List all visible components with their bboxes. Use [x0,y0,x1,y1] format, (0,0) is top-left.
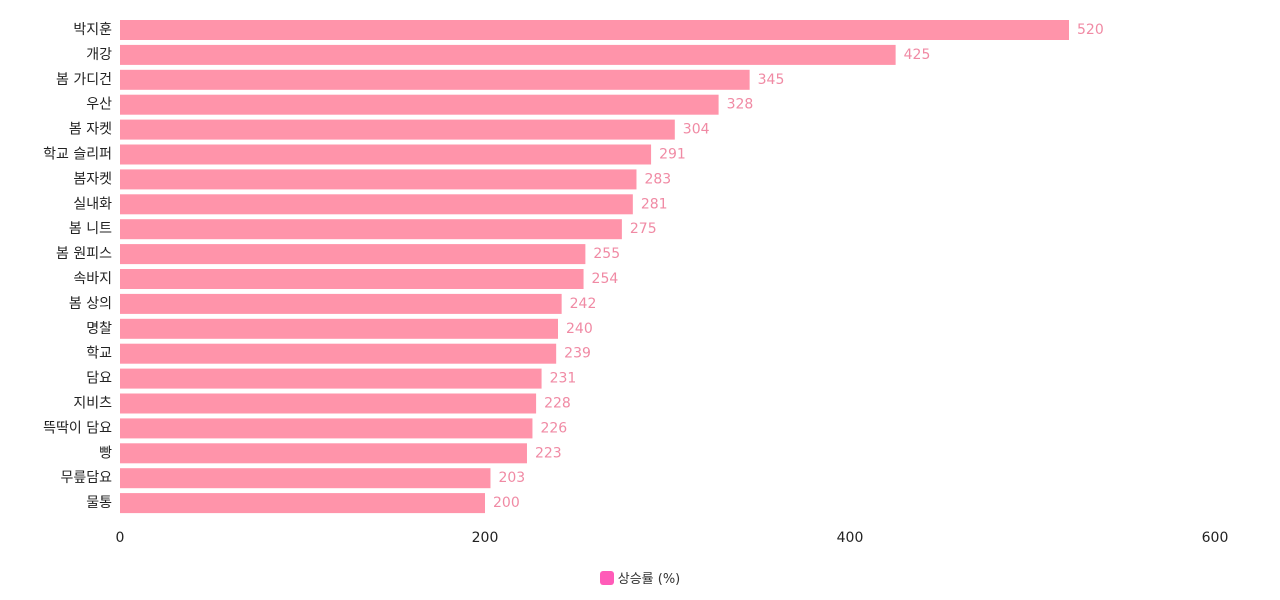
category-label: 실내화 [73,196,112,212]
category-label: 박지훈 [73,22,112,38]
bar[interactable] [120,343,557,364]
bar[interactable] [120,144,652,165]
value-label: 240 [566,321,593,337]
category-label: 물통 [86,495,112,511]
legend-swatch [599,570,614,585]
category-label: 봄 니트 [69,221,112,237]
category-label: 봄 상의 [69,296,112,312]
bar[interactable] [120,443,527,464]
category-label: 뜩딱이 담요 [43,420,112,436]
value-label: 281 [641,196,668,212]
bar[interactable] [120,318,558,339]
category-label: 봄 가디건 [56,72,112,88]
bar[interactable] [120,368,542,389]
value-label: 425 [904,47,931,63]
category-label: 봄 원피스 [56,246,112,262]
bar[interactable] [120,293,562,314]
value-label: 304 [683,122,710,138]
value-label: 255 [593,246,620,262]
bar[interactable] [120,219,622,240]
bar[interactable] [120,269,584,289]
category-label: 무릎담요 [60,470,112,486]
value-label: 228 [544,396,571,412]
bar[interactable] [120,493,485,514]
bar[interactable] [120,244,586,265]
category-label: 명찰 [86,321,112,337]
value-label: 223 [535,445,562,461]
legend[interactable]: 상승률 (%) [0,568,1280,587]
value-label: 328 [727,97,754,113]
value-label: 226 [540,420,567,436]
value-label: 520 [1077,22,1104,38]
value-label: 275 [630,221,657,237]
x-tick-label: 600 [1202,530,1229,546]
category-label: 봄 자켓 [69,122,112,138]
bar[interactable] [120,418,533,439]
value-label: 254 [592,271,619,287]
value-label: 291 [659,147,686,163]
x-tick-label: 400 [837,530,864,546]
bar[interactable] [120,44,896,65]
value-label: 203 [498,470,525,486]
category-label: 빵 [99,445,112,461]
bar[interactable] [120,169,637,190]
value-label: 242 [570,296,597,312]
bar-chart-svg: 박지훈 520 개강 425 봄 가디건 345 우산 328 봄 자켓 304 학교 슬리퍼 291… [43,20,1229,546]
category-label: 학교 [86,346,112,362]
category-label: 속바지 [73,271,112,287]
value-label: 345 [758,72,785,88]
category-label: 우산 [86,97,112,113]
value-label: 283 [644,171,671,187]
bar[interactable] [120,468,491,489]
category-label: 봄자켓 [73,171,112,187]
bar[interactable] [120,69,750,90]
bar[interactable] [120,94,719,115]
value-label: 239 [564,346,591,362]
category-label: 개강 [86,47,112,63]
bar[interactable] [120,194,633,215]
bar[interactable] [120,393,537,414]
x-tick-label: 200 [472,530,499,546]
category-label: 학교 슬리퍼 [43,147,112,163]
x-tick-label: 0 [116,530,125,546]
category-label: 담요 [86,371,112,387]
bar[interactable] [120,119,675,140]
legend-label: 상승률 (%) [617,572,681,587]
value-label: 200 [493,495,520,511]
bar[interactable] [120,20,1069,40]
category-label: 지비츠 [73,396,112,412]
value-label: 231 [550,371,577,387]
